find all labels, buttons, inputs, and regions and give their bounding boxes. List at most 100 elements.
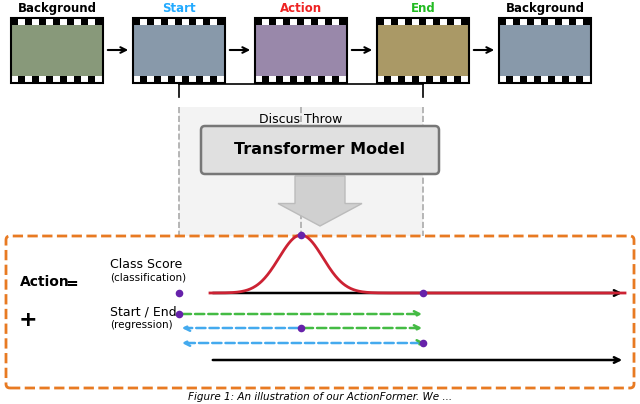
Bar <box>339 76 346 83</box>
Bar <box>384 76 391 83</box>
Bar <box>210 18 217 25</box>
Bar <box>283 18 290 25</box>
Bar <box>196 18 203 25</box>
Bar <box>398 76 405 83</box>
Bar <box>269 76 276 83</box>
Bar <box>405 18 412 25</box>
Bar <box>11 18 103 83</box>
Bar <box>426 18 433 25</box>
Bar <box>133 76 140 83</box>
Bar <box>520 18 527 25</box>
Bar <box>60 76 67 83</box>
Bar <box>527 76 534 83</box>
Bar <box>419 18 426 25</box>
Bar <box>541 18 548 25</box>
Bar <box>11 25 103 76</box>
Bar <box>39 76 46 83</box>
Bar <box>255 18 262 25</box>
Bar <box>377 76 384 83</box>
Bar <box>140 76 147 83</box>
Bar <box>154 18 161 25</box>
Bar <box>377 25 469 76</box>
Bar <box>32 18 39 25</box>
Text: =: = <box>65 276 77 290</box>
Bar <box>527 18 534 25</box>
Bar <box>576 76 583 83</box>
Bar <box>332 76 339 83</box>
Bar <box>25 18 32 25</box>
Bar <box>95 76 102 83</box>
Bar <box>133 18 140 25</box>
Bar <box>447 76 454 83</box>
Bar <box>311 18 318 25</box>
Bar <box>182 18 189 25</box>
Bar <box>46 18 53 25</box>
Text: Figure 1: An illustration of our ActionFormer. We ...: Figure 1: An illustration of our ActionF… <box>188 392 452 402</box>
Bar <box>499 25 591 76</box>
FancyBboxPatch shape <box>201 126 439 174</box>
Bar <box>311 76 318 83</box>
Bar <box>161 18 168 25</box>
Bar <box>290 18 297 25</box>
Bar <box>46 76 53 83</box>
Bar <box>175 18 182 25</box>
Bar <box>255 76 262 83</box>
Bar <box>189 76 196 83</box>
Bar <box>419 76 426 83</box>
Bar <box>583 18 590 25</box>
Bar <box>391 18 398 25</box>
Bar <box>276 18 283 25</box>
Bar <box>377 18 469 83</box>
Bar <box>74 18 81 25</box>
Bar <box>555 18 562 25</box>
Bar <box>391 76 398 83</box>
Text: Background: Background <box>506 2 584 15</box>
Bar <box>534 18 541 25</box>
Bar <box>53 76 60 83</box>
Bar <box>513 76 520 83</box>
Bar <box>318 18 325 25</box>
Bar <box>325 18 332 25</box>
Bar <box>53 18 60 25</box>
Bar <box>506 76 513 83</box>
Bar <box>168 18 175 25</box>
Bar <box>189 18 196 25</box>
Text: Start / End: Start / End <box>110 305 177 318</box>
Bar <box>461 18 468 25</box>
Bar <box>534 76 541 83</box>
Bar <box>67 18 74 25</box>
Bar <box>168 76 175 83</box>
Bar <box>175 76 182 83</box>
Bar <box>440 76 447 83</box>
Bar <box>548 76 555 83</box>
Bar <box>154 76 161 83</box>
FancyBboxPatch shape <box>6 236 634 388</box>
Bar <box>140 18 147 25</box>
Bar <box>88 76 95 83</box>
Bar <box>377 18 384 25</box>
Bar <box>506 18 513 25</box>
Bar <box>32 76 39 83</box>
Bar <box>548 18 555 25</box>
Bar <box>147 18 154 25</box>
Bar <box>454 76 461 83</box>
Text: Action: Action <box>280 2 322 15</box>
Bar <box>182 76 189 83</box>
Bar <box>11 76 18 83</box>
Bar <box>81 76 88 83</box>
Bar <box>412 76 419 83</box>
Text: Start: Start <box>162 2 196 15</box>
Bar <box>147 76 154 83</box>
Bar <box>562 76 569 83</box>
Bar <box>412 18 419 25</box>
Bar <box>255 25 347 76</box>
Bar <box>95 18 102 25</box>
Bar <box>318 76 325 83</box>
Bar <box>203 18 210 25</box>
Text: Transformer Model: Transformer Model <box>234 143 406 158</box>
Text: (classification): (classification) <box>110 273 186 283</box>
Bar <box>262 18 269 25</box>
Bar <box>203 76 210 83</box>
Bar <box>39 18 46 25</box>
Bar <box>74 76 81 83</box>
